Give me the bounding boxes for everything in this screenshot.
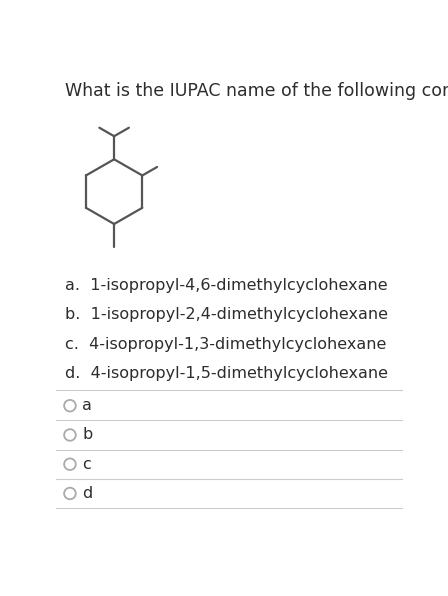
Text: What is the IUPAC name of the following compound?: What is the IUPAC name of the following … bbox=[65, 82, 448, 100]
Text: a: a bbox=[82, 398, 92, 413]
Text: d.  4-isopropyl-1,5-dimethylcyclohexane: d. 4-isopropyl-1,5-dimethylcyclohexane bbox=[65, 366, 388, 381]
Text: b.  1-isopropyl-2,4-dimethylcyclohexane: b. 1-isopropyl-2,4-dimethylcyclohexane bbox=[65, 308, 388, 322]
Text: d: d bbox=[82, 486, 93, 501]
Text: b: b bbox=[82, 427, 93, 442]
Text: c: c bbox=[82, 457, 91, 471]
Text: c.  4-isopropyl-1,3-dimethylcyclohexane: c. 4-isopropyl-1,3-dimethylcyclohexane bbox=[65, 337, 387, 352]
Text: a.  1-isopropyl-4,6-dimethylcyclohexane: a. 1-isopropyl-4,6-dimethylcyclohexane bbox=[65, 278, 388, 293]
